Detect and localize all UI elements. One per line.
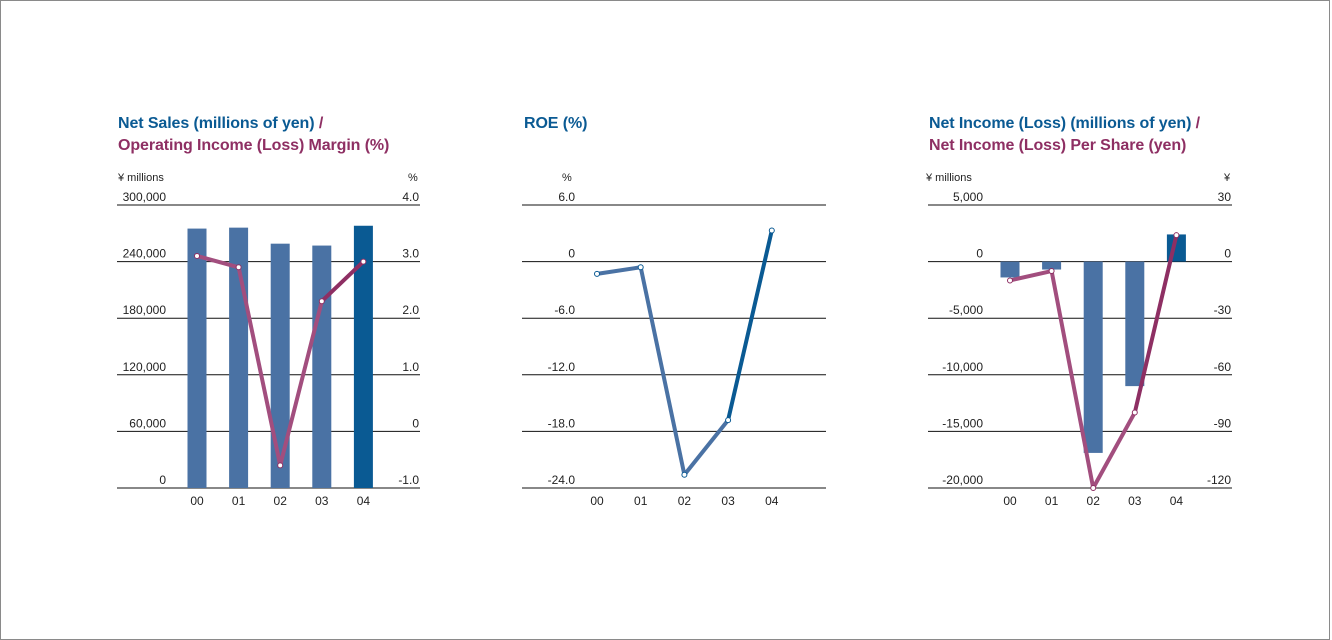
chart1-right-unit: %	[408, 172, 418, 184]
chart1-bar	[270, 243, 290, 488]
chart1-title: Net Sales (millions of yen) /	[118, 115, 323, 133]
chart3-bar	[1042, 261, 1062, 270]
chart1-bar	[187, 228, 207, 489]
chart1-ytick-label: 180,000	[123, 303, 167, 317]
chart1-bar	[312, 245, 332, 488]
chart2-ytick-label: -6.0	[554, 303, 575, 317]
chart2-line-point	[637, 264, 644, 271]
chart3-y2tick-label: -90	[1214, 416, 1232, 430]
chart1-y2tick-label: 0	[412, 416, 419, 430]
chart1-line-segment	[236, 265, 283, 468]
chart3-bar	[1000, 261, 1020, 278]
chart3-title-primary: Net Income (Loss) (millions of yen)	[929, 115, 1192, 132]
charts-canvas: 0 -1.0 60,000 0 120,000 1.0 180,000 2.0 240,000 3…	[117, 190, 1232, 508]
chart2-line-point	[594, 270, 600, 277]
chart1-line-point	[277, 462, 284, 469]
chart1-y2tick-label: 3.0	[402, 247, 419, 261]
chart2-ytick-label: 0	[568, 247, 575, 261]
chart3-xtick-label: 01	[1045, 494, 1059, 508]
chart2-line-point	[725, 417, 732, 424]
chart3-line-segment	[1091, 410, 1137, 490]
chart2-line-segment	[595, 265, 643, 276]
chart1-bar	[353, 225, 373, 488]
chart1-line-point	[194, 252, 200, 259]
chart3-bar	[1125, 261, 1145, 387]
chart3-y2tick-label: 0	[1224, 247, 1231, 261]
chart1-xtick-label: 04	[357, 494, 371, 508]
chart2-title: ROE (%)	[524, 115, 588, 132]
chart2-xtick-label: 04	[765, 494, 779, 508]
chart1-line-point	[318, 298, 325, 305]
chart3-y2tick-label: -30	[1214, 303, 1232, 317]
chart3-y2tick-label: -120	[1207, 473, 1231, 487]
chart1-line-segment	[319, 259, 366, 304]
chart3-xtick-label: 02	[1087, 494, 1101, 508]
chart1-xtick-label: 00	[190, 494, 204, 508]
chart3-xtick-label: 03	[1128, 494, 1142, 508]
chart3-ytick-label: 5,000	[953, 190, 983, 204]
chart3-line-segment	[1049, 269, 1096, 490]
chart2-ytick-label: -18.0	[548, 416, 576, 430]
chart1-y2tick-label: 1.0	[402, 360, 419, 374]
chart2-xtick-label: 02	[678, 494, 692, 508]
chart1-y2tick-label: 4.0	[402, 190, 419, 204]
chart1-ytick-label: 0	[159, 473, 166, 487]
chart3-right-unit: ¥	[1224, 172, 1231, 184]
chart3-line-segment	[1008, 269, 1054, 283]
chart1-line-point	[360, 258, 367, 265]
chart2-ytick-label: -12.0	[548, 360, 576, 374]
chart3-line-point	[1131, 409, 1138, 416]
chart3-xtick-label: 00	[1003, 494, 1017, 508]
chart3-line-point	[1048, 268, 1055, 275]
chart3-ytick-label: -15,000	[942, 416, 983, 430]
chart3-ytick-label: -10,000	[942, 360, 983, 374]
chart3-y2tick-label: 30	[1218, 190, 1232, 204]
chart1-xtick-label: 01	[232, 494, 246, 508]
chart2-line-point	[768, 227, 775, 234]
chart3-ytick-label: -5,000	[949, 303, 983, 317]
chart2-xtick-label: 00	[590, 494, 604, 508]
chart1-title-separator: /	[318, 115, 324, 132]
chart1-xtick-label: 02	[274, 494, 288, 508]
chart3-xtick-label: 04	[1170, 494, 1184, 508]
chart2-ytick-label: -24.0	[548, 473, 576, 487]
chart3-line-segment	[1132, 233, 1179, 415]
chart3-title: Net Income (Loss) (millions of yen) /	[929, 115, 1200, 133]
chart2-line-segment	[726, 228, 774, 423]
chart2-line-segment	[682, 418, 731, 477]
chart1-ytick-label: 300,000	[123, 190, 167, 204]
chart1-xtick-label: 03	[315, 494, 329, 508]
chart3-line-point	[1173, 232, 1180, 239]
chart1-title-secondary: Operating Income (Loss) Margin (%)	[118, 137, 390, 154]
chart2-xtick-label: 01	[634, 494, 648, 508]
chart3-left-unit: ¥ millions	[926, 172, 972, 184]
chart1-ytick-label: 60,000	[129, 416, 166, 430]
chart2-left-unit: %	[562, 172, 572, 184]
chart1-line-point	[235, 264, 242, 271]
chart3-ytick-label: -20,000	[942, 473, 983, 487]
chart1-left-unit: ¥ millions	[118, 172, 164, 184]
chart3-title-separator: /	[1195, 115, 1201, 132]
chart3-y2tick-label: -60	[1214, 360, 1232, 374]
chart1-y2tick-label: -1.0	[398, 473, 419, 487]
chart1-title-primary: Net Sales (millions of yen)	[118, 115, 315, 132]
chart3-line-point	[1007, 277, 1013, 284]
chart1-ytick-label: 120,000	[123, 360, 167, 374]
chart1-line-segment	[195, 253, 241, 270]
chart1-ytick-label: 240,000	[123, 247, 167, 261]
chart2-xtick-label: 03	[721, 494, 735, 508]
chart3-line-point	[1090, 485, 1097, 491]
chart2-ytick-label: 6.0	[558, 190, 575, 204]
chart2-line-segment	[638, 265, 687, 477]
chart1-y2tick-label: 2.0	[402, 303, 419, 317]
chart2-line-point	[681, 471, 688, 478]
chart3-ytick-label: 0	[976, 247, 983, 261]
chart1-line-segment	[278, 299, 324, 468]
chart3-title-secondary: Net Income (Loss) Per Share (yen)	[929, 137, 1187, 154]
chart3-bar	[1083, 261, 1103, 453]
